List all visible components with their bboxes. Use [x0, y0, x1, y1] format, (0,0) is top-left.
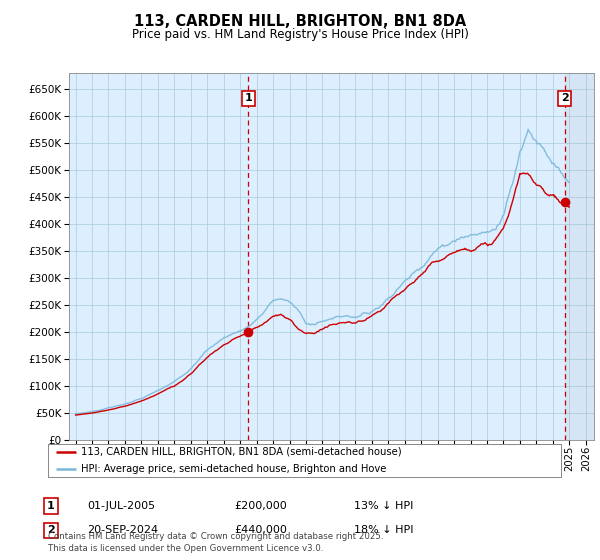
- Text: Contains HM Land Registry data © Crown copyright and database right 2025.
This d: Contains HM Land Registry data © Crown c…: [48, 533, 383, 553]
- Text: 2: 2: [47, 525, 55, 535]
- Text: 113, CARDEN HILL, BRIGHTON, BN1 8DA (semi-detached house): 113, CARDEN HILL, BRIGHTON, BN1 8DA (sem…: [82, 447, 402, 457]
- Text: £440,000: £440,000: [234, 525, 287, 535]
- Text: 2: 2: [561, 94, 569, 104]
- Text: 18% ↓ HPI: 18% ↓ HPI: [354, 525, 413, 535]
- Text: 13% ↓ HPI: 13% ↓ HPI: [354, 501, 413, 511]
- Text: 01-JUL-2005: 01-JUL-2005: [87, 501, 155, 511]
- Text: Price paid vs. HM Land Registry's House Price Index (HPI): Price paid vs. HM Land Registry's House …: [131, 28, 469, 41]
- Text: £200,000: £200,000: [234, 501, 287, 511]
- Text: 113, CARDEN HILL, BRIGHTON, BN1 8DA: 113, CARDEN HILL, BRIGHTON, BN1 8DA: [134, 14, 466, 29]
- Bar: [565, 73, 594, 440]
- Text: 20-SEP-2024: 20-SEP-2024: [87, 525, 158, 535]
- Text: HPI: Average price, semi-detached house, Brighton and Hove: HPI: Average price, semi-detached house,…: [82, 464, 387, 474]
- Text: 1: 1: [245, 94, 252, 104]
- Text: 1: 1: [47, 501, 55, 511]
